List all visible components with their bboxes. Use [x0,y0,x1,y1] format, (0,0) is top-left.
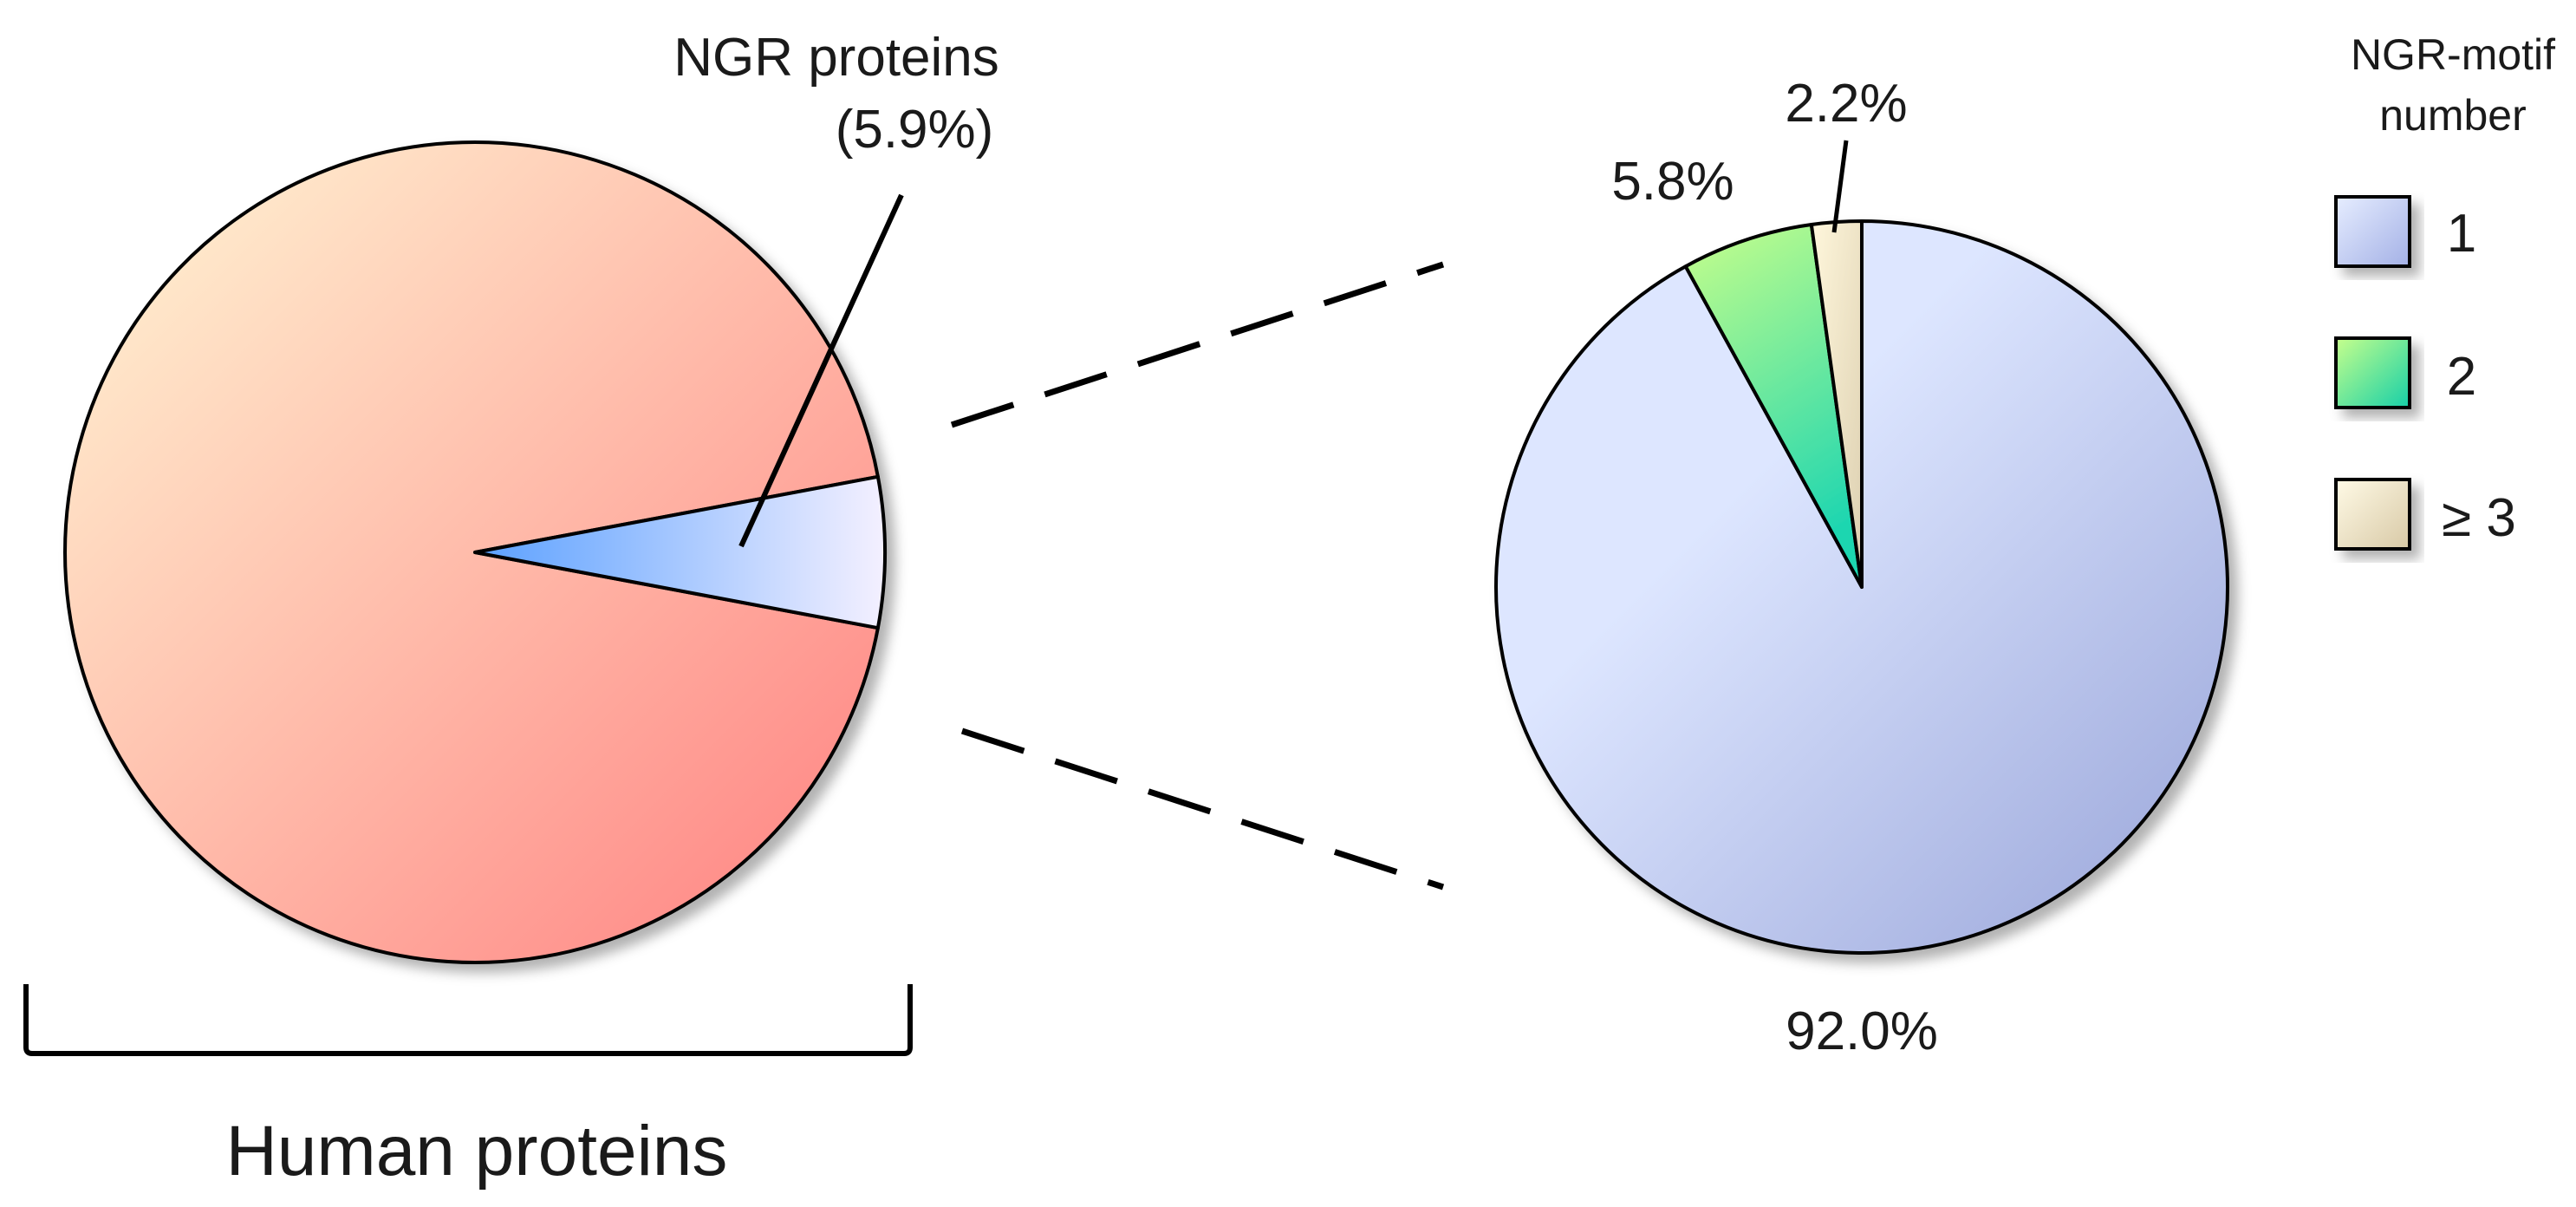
legend-swatch-2 [2334,336,2411,409]
slice-3-callout-line [1831,140,1849,233]
legend: NGR-motif number 1 2 ≥ 3 [2334,30,2555,551]
legend-title-line2: number [2379,91,2527,140]
legend-swatch-1 [2334,195,2411,268]
human-proteins-caption: Human proteins [226,1112,728,1191]
legend-label-1: 1 [2447,204,2476,264]
human-proteins-bracket [23,984,913,1056]
legend-swatch-3 [2334,478,2411,551]
ngr-proteins-label: NGR proteins [673,28,999,88]
pie-slice-ngr-proteins [473,474,888,630]
ngr-motif-pie [1494,219,2229,955]
slice-label-motif-2: 5.8% [1611,152,1734,212]
ngr-callout-line [738,193,904,548]
human-proteins-pie [63,140,888,964]
legend-label-3: ≥ 3 [2442,488,2516,548]
slice-label-motif-3: 2.2% [1785,74,1907,134]
slice-label-motif-1: 92.0% [1786,1001,1938,1061]
zoom-connector-bottom [960,727,1445,891]
legend-title-line1: NGR-motif [2351,30,2555,79]
pie-slice-motif-2 [1683,223,1864,589]
pie-slice-other-proteins [63,140,880,964]
ngr-proteins-percent-label: (5.9%) [836,100,994,160]
legend-label-2: 2 [2447,347,2476,407]
zoom-connector-top [950,261,1445,428]
